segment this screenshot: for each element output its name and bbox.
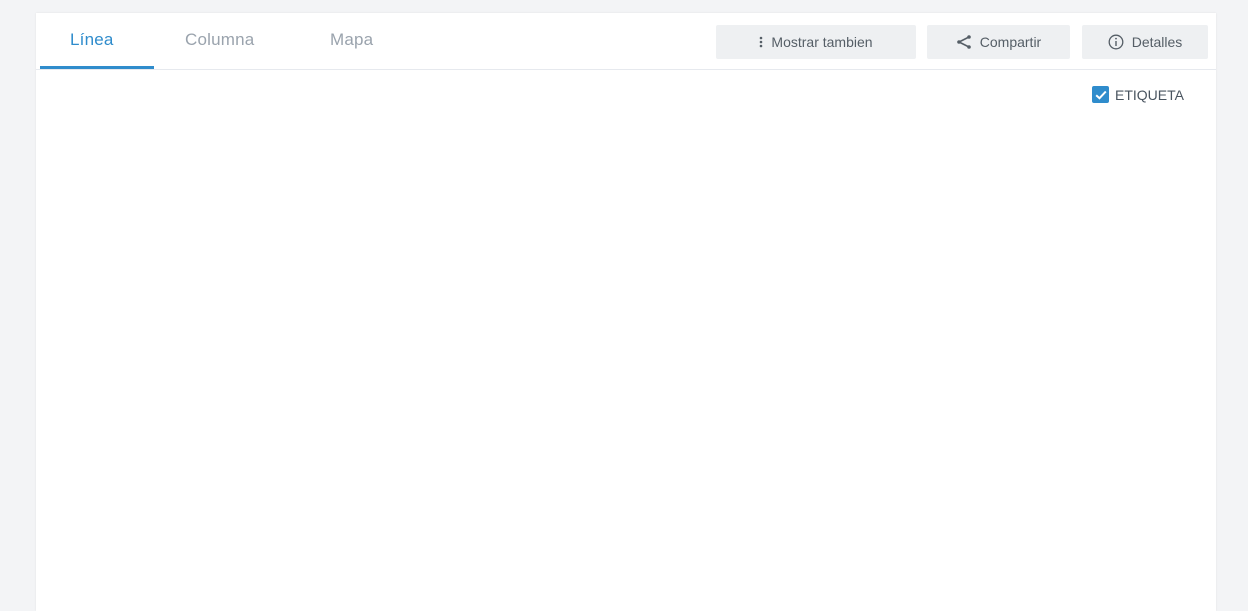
label-toggle[interactable]: ETIQUETA: [1092, 86, 1184, 103]
chart-tabbar: Línea Columna Mapa Mostrar tambien Compa…: [36, 13, 1216, 70]
more-vertical-icon: [759, 36, 763, 48]
details-button[interactable]: Detalles: [1082, 25, 1208, 59]
share-label: Compartir: [979, 34, 1042, 50]
share-icon: [956, 35, 972, 49]
show-also-label: Mostrar tambien: [771, 34, 873, 50]
label-checkbox[interactable]: [1092, 86, 1109, 103]
chart-card: Línea Columna Mapa Mostrar tambien Compa…: [36, 13, 1216, 611]
share-button[interactable]: Compartir: [927, 25, 1070, 59]
tab-mapa[interactable]: Mapa: [330, 30, 374, 49]
checkmark-icon: [1095, 90, 1107, 100]
label-toggle-text: ETIQUETA: [1115, 86, 1184, 103]
tab-columna[interactable]: Columna: [185, 30, 255, 49]
tab-linea[interactable]: Línea: [70, 30, 114, 49]
details-label: Detalles: [1131, 34, 1183, 50]
show-also-button[interactable]: Mostrar tambien: [716, 25, 916, 59]
info-icon: [1108, 34, 1124, 50]
active-tab-indicator: [40, 66, 154, 69]
